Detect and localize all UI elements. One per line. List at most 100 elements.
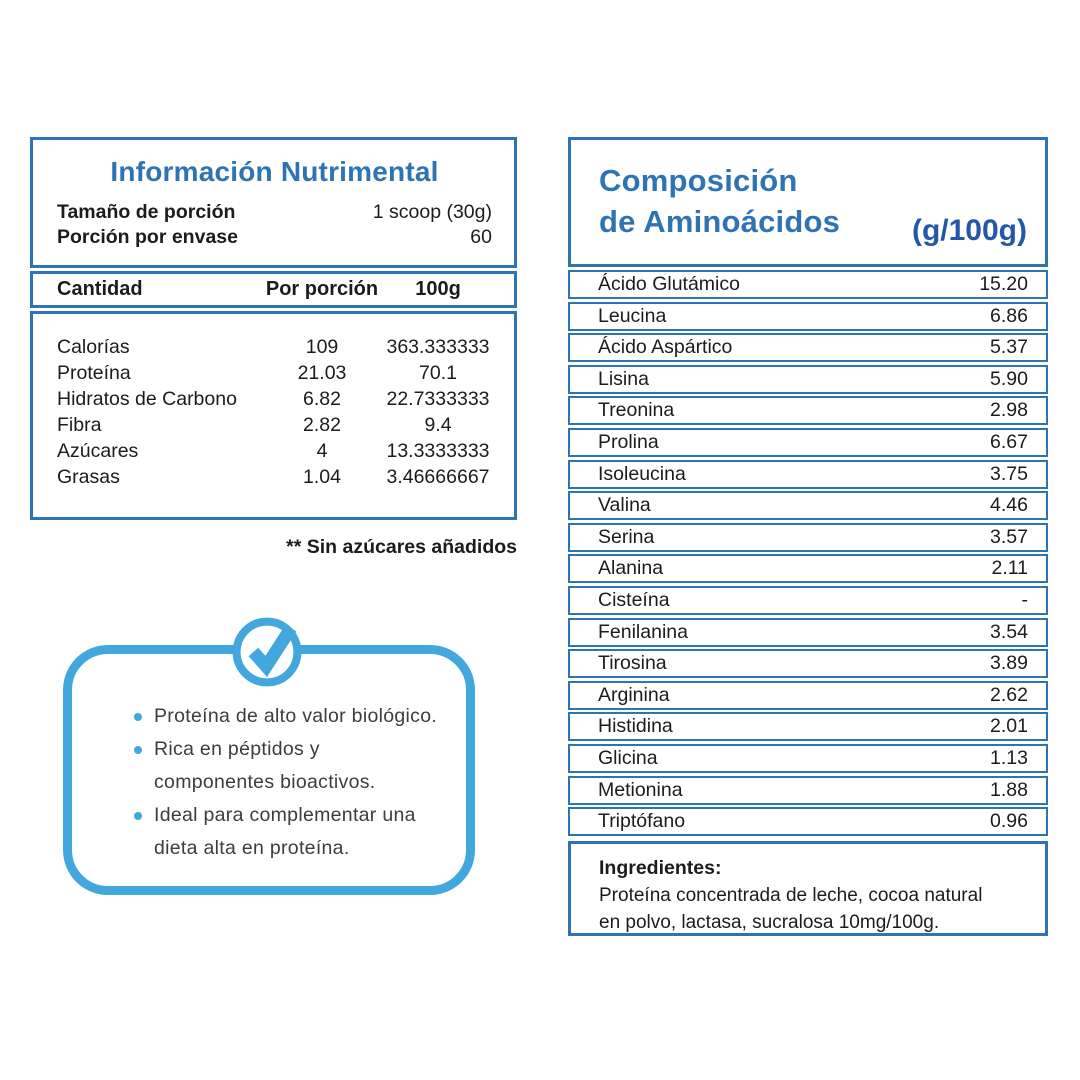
ingredients-text: Proteína concentrada de leche, cocoa nat… [599,885,983,933]
amino-value: 15.20 [979,273,1028,295]
amino-name: Histidina [598,715,673,738]
nutrient-name: Fibra [57,414,102,436]
table-row: Ácido Glutámico 15.20 [568,270,1048,299]
nutrition-values-box: Calorías 109 363.333333 Proteína 21.03 7… [30,311,517,520]
amino-value: 2.62 [990,683,1028,706]
amino-name: Lisina [598,367,649,390]
amino-name: Alanina [598,557,664,580]
table-row: Treonina 2.98 [568,396,1048,426]
table-row: Metionina 1.88 [568,775,1048,805]
amino-value: 0.96 [990,810,1028,833]
table-row: Leucina 6.86 [568,301,1048,331]
amino-name: Leucina [598,304,667,327]
amino-value: 6.67 [990,430,1028,453]
amino-value: 1.13 [990,746,1028,769]
table-row: Ácido Aspártico 5.37 [568,333,1048,363]
nutrient-name: Hidratos de Carbono [57,388,237,410]
table-row: Glicina 1.13 [568,743,1048,773]
servings-per-container-label: Porción por envase [57,226,238,248]
amino-panel-header: Composición de Aminoácidos (g/100g) [568,137,1048,267]
benefits-list: Proteína de alto valor biológico. Rica e… [132,700,440,865]
table-row: Calorías 109 363.333333 [57,334,494,360]
amino-name: Prolina [598,430,659,453]
amino-name: Cisteína [598,588,670,611]
nutrient-per-100g: 9.4 [424,414,452,436]
amino-name: Tirosina [598,652,667,675]
nutrient-per-100g: 22.7333333 [386,388,490,410]
nutrient-name: Azúcares [57,440,139,462]
amino-value: 2.01 [990,715,1028,738]
nutrient-per-100g: 70.1 [419,362,457,384]
amino-name: Fenilanina [598,620,688,643]
servings-per-container-row: Porción por envase 60 [57,225,492,250]
amino-name: Glicina [598,746,658,769]
table-row: Triptófano 0.96 [568,807,1048,837]
nutrient-per-100g: 3.46666667 [386,466,490,488]
table-row: Proteína 21.03 70.1 [57,360,494,386]
column-amount: Cantidad [57,278,143,300]
amino-value: 2.11 [991,557,1028,580]
table-row: Tirosina 3.89 [568,649,1048,679]
column-per-serving: Por porción [265,278,379,300]
table-row: Alanina 2.11 [568,554,1048,584]
amino-name: Arginina [598,683,670,706]
nutrition-panel-title: Información Nutrimental [110,156,439,187]
amino-value: 2.98 [990,399,1028,422]
amino-value: 3.75 [990,462,1028,485]
amino-value: 6.86 [990,304,1028,327]
amino-name: Metionina [598,778,683,801]
table-row: Serina 3.57 [568,522,1048,552]
amino-name: Ácido Glutámico [598,273,740,295]
nutrient-per-serving: 109 [305,336,339,358]
amino-value: 3.89 [990,652,1028,675]
check-circle-icon [227,604,307,688]
nutrient-per-serving: 21.03 [297,362,347,384]
no-added-sugar-note: ** Sin azúcares añadidos [286,536,517,558]
table-row: Fibra 2.82 9.4 [57,412,494,438]
benefits-box: Proteína de alto valor biológico. Rica e… [63,645,475,895]
amino-panel-title: Composición de Aminoácidos [599,163,841,239]
amino-value: 4.46 [990,494,1028,517]
table-row: Isoleucina 3.75 [568,459,1048,489]
nutrient-per-serving: 6.82 [303,388,341,410]
amino-value: - [1021,588,1029,611]
table-row: Fenilanina 3.54 [568,617,1048,647]
amino-value: 3.54 [990,620,1028,643]
nutrient-per-100g: 13.3333333 [386,440,490,462]
nutrient-name: Grasas [57,466,120,488]
amino-name: Treonina [598,399,675,422]
servings-per-container-value: 60 [470,226,492,248]
amino-panel-unit: (g/100g) [911,214,1027,247]
amino-name: Triptófano [598,810,686,833]
amino-value: 1.88 [990,778,1028,801]
nutrition-panel-header: Información Nutrimental Tamaño de porció… [30,137,517,268]
table-row: Prolina 6.67 [568,427,1048,457]
table-row: Histidina 2.01 [568,712,1048,742]
table-row: Valina 4.46 [568,491,1048,521]
nutrient-per-100g: 363.333333 [386,336,490,358]
table-row: Azúcares 4 13.3333333 [57,438,494,464]
list-item: Proteína de alto valor biológico. [132,700,440,733]
table-row: Arginina 2.62 [568,680,1048,710]
table-row: Lisina 5.90 [568,364,1048,394]
table-row: Hidratos de Carbono 6.82 22.7333333 [57,386,494,412]
table-row: Cisteína - [568,585,1048,615]
ingredients-label: Ingredientes: [599,857,722,879]
nutrient-per-serving: 1.04 [303,466,341,488]
column-per-100g: 100g [415,278,461,300]
amino-value: 5.37 [990,336,1028,359]
amino-acid-table: Ácido Glutámico 15.20 Leucina 6.86 Ácido… [568,270,1048,837]
serving-size-value: 1 scoop (30g) [372,201,492,223]
list-item: Rica en péptidos y componentes bioactivo… [132,733,440,799]
amino-name: Ácido Aspártico [598,336,733,359]
amino-name: Serina [598,525,655,548]
nutrient-per-serving: 2.82 [303,414,341,436]
table-row: Grasas 1.04 3.46666667 [57,464,494,490]
amino-name: Isoleucina [598,462,686,485]
nutrient-name: Calorías [57,336,130,358]
amino-name: Valina [598,494,651,517]
amino-value: 3.57 [990,525,1028,548]
list-item: Ideal para complementar una dieta alta e… [132,799,440,865]
nutrition-columns-header: Cantidad Por porción 100g [30,271,517,308]
